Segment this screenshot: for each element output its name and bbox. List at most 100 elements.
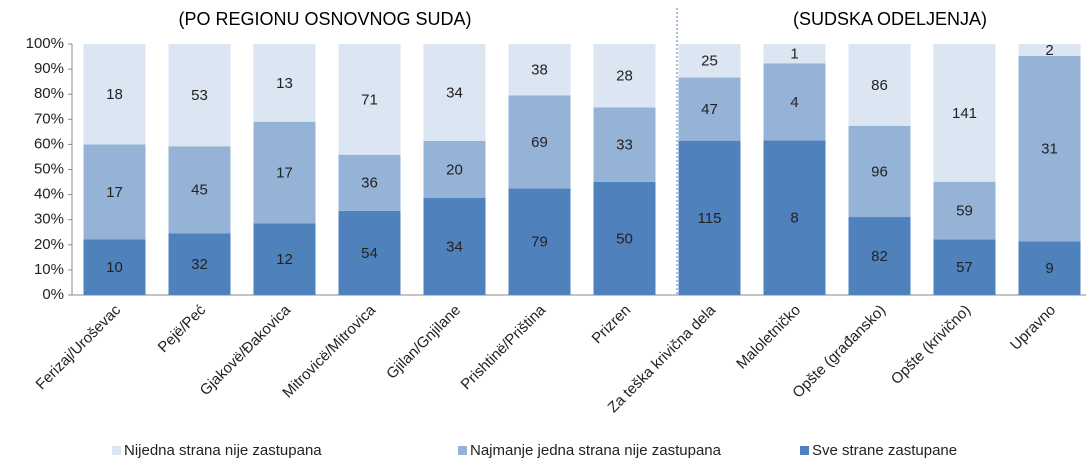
- bar-segment: [678, 44, 741, 78]
- y-tick-label: 80%: [34, 85, 64, 102]
- data-label: 47: [701, 101, 718, 118]
- data-label: 13: [276, 75, 293, 92]
- data-label: 38: [531, 62, 548, 79]
- data-label: 33: [616, 137, 633, 154]
- bar-segment: [83, 44, 146, 145]
- legend-label: Nijedna strana nije zastupana: [124, 442, 322, 459]
- x-tick-label: Ferizaj/Uroševac: [33, 301, 125, 393]
- x-tick-label: Prishtinë/Priština: [458, 301, 550, 393]
- y-tick-label: 10%: [34, 261, 64, 278]
- data-label: 28: [616, 68, 633, 85]
- data-label: 36: [361, 175, 378, 192]
- data-label: 17: [106, 184, 123, 201]
- data-label: 34: [446, 238, 463, 255]
- x-tick-label: Upravno: [1007, 302, 1059, 354]
- bar-segment: [168, 146, 231, 234]
- x-tick-label: Gjakovë/Đakovica: [197, 301, 295, 399]
- y-tick-label: 40%: [34, 186, 64, 203]
- data-label: 59: [956, 202, 973, 219]
- bar-segment: [763, 44, 826, 64]
- data-label: 79: [531, 234, 548, 251]
- bar-segment: [508, 95, 571, 189]
- bar-segment: [1018, 44, 1081, 56]
- data-label: 1: [790, 46, 798, 63]
- group-title: (SUDSKA ODELJENJA): [793, 9, 987, 29]
- data-label: 115: [698, 210, 722, 227]
- group-title: (PO REGIONU OSNOVNOG SUDA): [178, 9, 471, 29]
- bar-segment: [338, 44, 401, 155]
- data-label: 34: [446, 84, 463, 101]
- bar-segment: [678, 77, 741, 141]
- legend-label: Sve strane zastupane: [812, 442, 957, 459]
- bar-segment: [848, 44, 911, 126]
- x-tick-label: Pejë/Peć: [155, 301, 210, 356]
- bar-segment: [83, 144, 146, 240]
- bar-segment: [593, 44, 656, 108]
- data-label: 50: [616, 230, 633, 247]
- x-tick-label: Gjilan/Gnjilane: [383, 302, 464, 383]
- bar-segment: [253, 121, 316, 224]
- y-tick-label: 60%: [34, 135, 64, 152]
- bar-segment: [338, 210, 401, 295]
- bar-segment: [933, 239, 996, 295]
- data-label: 17: [276, 164, 293, 181]
- legend-swatch: [800, 446, 809, 455]
- y-tick-label: 100%: [26, 35, 64, 52]
- y-tick-label: 70%: [34, 110, 64, 127]
- x-tick-label: Mitrovicë/Mitrovica: [279, 301, 379, 401]
- y-tick-label: 90%: [34, 60, 64, 77]
- bar-segment: [508, 44, 571, 96]
- bar-segment: [83, 239, 146, 295]
- bar-segment: [1018, 55, 1081, 242]
- data-label: 32: [191, 256, 208, 273]
- data-label: 4: [790, 94, 798, 111]
- legend-swatch: [458, 446, 467, 455]
- data-label: 54: [361, 245, 378, 262]
- data-label: 141: [952, 105, 977, 122]
- data-label: 10: [106, 259, 123, 276]
- data-label: 8: [790, 210, 798, 227]
- data-label: 18: [106, 86, 123, 103]
- data-label: 53: [191, 87, 208, 104]
- legend-label: Najmanje jedna strana nije zastupana: [470, 442, 722, 459]
- y-tick-label: 20%: [34, 236, 64, 253]
- data-label: 25: [701, 53, 718, 70]
- bar-segment: [338, 154, 401, 211]
- x-tick-label: Maloletničko: [733, 302, 804, 373]
- bar-segment: [933, 44, 996, 182]
- bar-segment: [593, 107, 656, 182]
- data-label: 96: [871, 163, 888, 180]
- bar-segment: [678, 140, 741, 295]
- y-tick-label: 50%: [34, 160, 64, 177]
- bar-segment: [933, 181, 996, 240]
- bar-segment: [508, 188, 571, 295]
- y-tick-label: 0%: [42, 286, 64, 303]
- data-label: 9: [1045, 260, 1053, 277]
- bar-segment: [593, 181, 656, 295]
- data-label: 86: [871, 77, 888, 94]
- data-label: 57: [956, 259, 973, 276]
- bar-segment: [423, 140, 486, 199]
- bar-segment: [848, 217, 911, 295]
- data-label: 71: [361, 91, 378, 108]
- data-label: 20: [446, 161, 463, 178]
- bar-segment: [423, 198, 486, 295]
- x-tick-label: Opšte (građansko): [789, 302, 889, 402]
- bar-segment: [763, 140, 826, 295]
- bar-segment: [253, 44, 316, 122]
- bar-segment: [1018, 241, 1081, 295]
- data-label: 69: [531, 134, 548, 151]
- x-tick-label: Prizren: [589, 302, 635, 348]
- bar-segment: [848, 125, 911, 218]
- y-tick-label: 30%: [34, 211, 64, 228]
- data-label: 82: [871, 248, 888, 265]
- legend-swatch: [112, 446, 121, 455]
- data-label: 12: [276, 251, 293, 268]
- data-label: 31: [1041, 141, 1058, 158]
- bar-segment: [168, 233, 231, 295]
- data-label: 2: [1045, 42, 1053, 59]
- bar-segment: [168, 44, 231, 147]
- x-tick-label: Opšte (krivično): [888, 302, 974, 388]
- bar-segment: [763, 63, 826, 141]
